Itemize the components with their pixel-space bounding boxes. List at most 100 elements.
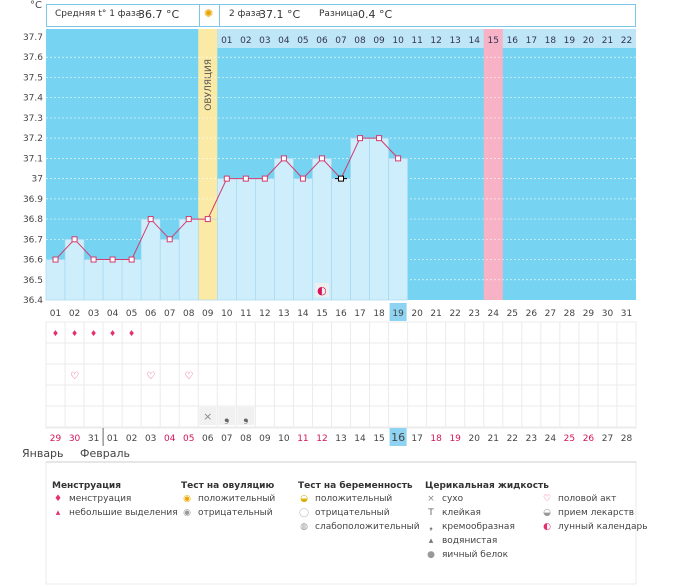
phase-summary-bar: Средняя t° 1 фаза 36.7 °C ✺ 2 фаза 37.1 …	[46, 4, 636, 27]
ovulation-positive-icon: ◉	[183, 494, 191, 504]
post-ovulation-day-label: 19	[564, 36, 576, 46]
calendar-date-label: 31	[88, 434, 99, 444]
temperature-bar	[102, 259, 123, 301]
legend-item-label: небольшие выделения	[69, 508, 178, 518]
moon-marker-bg	[314, 283, 329, 297]
dry-icon: ×	[203, 410, 212, 423]
diff-label: Разница	[319, 9, 359, 19]
divider	[199, 5, 200, 26]
legend-item-label: половой акт	[558, 494, 617, 504]
y-tick-label: 36.7	[23, 235, 43, 245]
cycle-day-label: 01	[50, 309, 61, 319]
legend-item: ♡ половой акт	[541, 494, 616, 504]
legend-group-title: Тест на овуляцию	[181, 481, 275, 491]
post-ovulation-day-label: 07	[335, 36, 346, 46]
cycle-day-label: 09	[202, 309, 214, 319]
temperature-bar	[216, 178, 237, 301]
cycle-day-label: 14	[297, 309, 309, 319]
temperature-bar	[331, 178, 351, 301]
today-marker	[389, 303, 407, 321]
cycle-day-label: 03	[88, 309, 99, 319]
drop-small-icon: ▴	[55, 508, 61, 518]
y-tick-label: 37	[32, 175, 43, 185]
temperature-point	[128, 256, 135, 263]
menstruation-icon: ♦	[109, 329, 116, 338]
calendar-date-label: 18	[430, 434, 442, 444]
calendar-date-label: 04	[164, 434, 176, 444]
y-tick-label: 36.6	[23, 256, 43, 266]
calendar-date-label: 16	[391, 431, 405, 444]
phase1-value: 36.7 °C	[138, 8, 180, 21]
creamy-icon: ❟	[243, 409, 249, 425]
temperature-bar	[83, 259, 104, 301]
cycle-day-label: 11	[240, 309, 251, 319]
cycle-day-label: 16	[335, 309, 347, 319]
fluid-mark-bg	[237, 407, 255, 425]
legend-group-title: Церикальная жидкость	[425, 481, 549, 491]
calendar-date-label: 01	[107, 434, 118, 444]
legend-item: ◉ положительный	[181, 494, 275, 504]
cycle-day-label: 15	[316, 309, 327, 319]
post-ovulation-day-label: 14	[468, 36, 480, 46]
medicine-icon: ◒	[543, 508, 551, 518]
legend-group-title: Менструация	[52, 481, 121, 491]
calendar-date-label: 07	[221, 434, 232, 444]
heart-icon: ♡	[146, 371, 155, 382]
calendar-date-label: 23	[526, 434, 537, 444]
cycle-day-label: 17	[354, 309, 365, 319]
today-date-marker	[389, 428, 407, 446]
cycle-day-label: 22	[449, 309, 460, 319]
menstruation-icon: ♦	[90, 329, 97, 338]
post-ovulation-day-label: 02	[240, 36, 251, 46]
temperature-point	[166, 236, 173, 243]
month-february: Февраль	[80, 447, 130, 460]
fluid-mark-bg	[218, 407, 236, 425]
legend-item-label: отрицательный	[315, 508, 390, 518]
y-tick-label: 37.3	[23, 114, 43, 124]
y-tick-label: 37.6	[23, 53, 43, 63]
post-ovulation-day-label: 06	[316, 36, 328, 46]
legend-item-label: водянистая	[442, 536, 498, 546]
legend-item-label: прием лекарств	[558, 508, 635, 518]
post-ovulation-day-label: 13	[449, 36, 460, 46]
cycle-day-label: 31	[621, 309, 632, 319]
temperature-point	[52, 256, 59, 263]
cycle-day-label: 08	[183, 309, 195, 319]
legend-item-label: яичный белок	[442, 550, 509, 560]
post-ovulation-day-label: 01	[221, 36, 232, 46]
calendar-date-label: 09	[259, 434, 271, 444]
legend-item: ♦ менструация	[52, 494, 131, 504]
calendar-date-label: 24	[545, 434, 557, 444]
post-ovulation-day-label: 18	[545, 36, 557, 46]
legend-item: ◯ отрицательный	[298, 508, 390, 518]
heart-icon: ♡	[184, 371, 193, 382]
post-ovulation-day-label: 09	[373, 36, 385, 46]
temperature-point	[318, 155, 325, 162]
ovulation-label: ОВУЛЯЦИЯ	[204, 59, 214, 111]
temperature-point	[223, 175, 230, 182]
temperature-point	[71, 236, 78, 243]
temperature-point	[90, 256, 97, 263]
temperature-point	[395, 155, 402, 162]
temperature-bar	[45, 259, 66, 301]
pregnancy-positive-icon: ◒	[300, 494, 308, 504]
temperature-point	[109, 256, 116, 263]
phase2-value: 37.1 °C	[259, 8, 301, 21]
temperature-bar	[197, 218, 218, 301]
menstruation-icon: ♦	[52, 329, 59, 338]
post-ovulation-day-label: 05	[297, 36, 308, 46]
legend-group-title: Тест на беременность	[298, 481, 413, 491]
y-tick-label: 37.5	[23, 73, 43, 83]
post-ovulation-day-label: 10	[392, 36, 404, 46]
temperature-point	[242, 175, 249, 182]
temperature-bar	[178, 218, 199, 301]
temperature-bar	[121, 259, 142, 301]
calendar-date-label: 30	[69, 434, 81, 444]
fluid-mark-bg	[199, 407, 217, 425]
calendar-date-label: 20	[468, 434, 480, 444]
temperature-point	[147, 216, 154, 223]
phase1-label: Средняя t° 1 фаза	[55, 9, 142, 19]
calendar-date-label: 08	[240, 434, 252, 444]
moon-icon: ◐	[317, 284, 327, 297]
